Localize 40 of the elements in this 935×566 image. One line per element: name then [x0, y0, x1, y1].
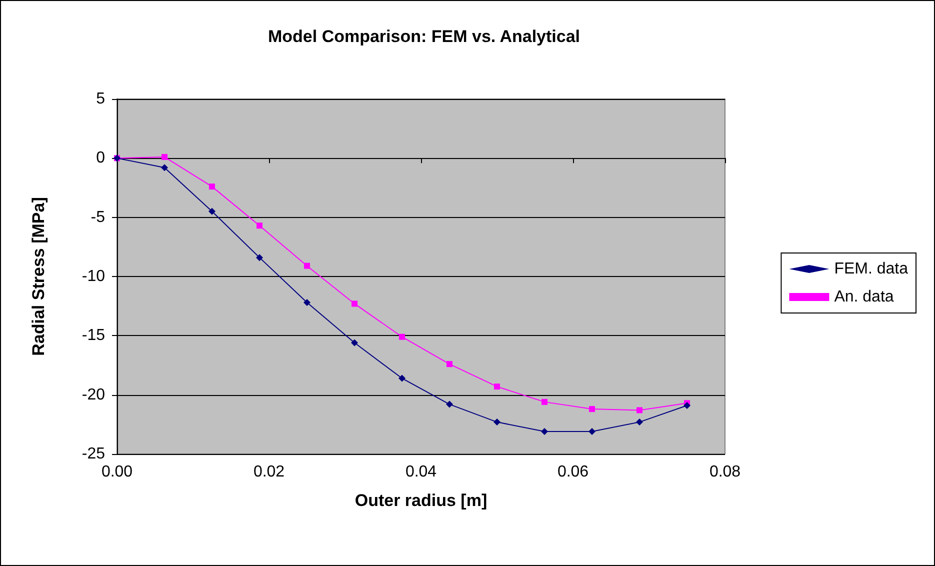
y-tick-label: 0	[96, 150, 106, 167]
legend-label: FEM. data	[834, 260, 908, 278]
x-tick-label: 0.08	[709, 464, 741, 480]
x-tick-label: 0.00	[101, 464, 133, 480]
y-tick-label: 5	[96, 90, 106, 108]
y-axis-title: Radial Stress [MPa]	[29, 197, 48, 356]
point	[351, 339, 358, 346]
point	[304, 262, 310, 269]
point	[588, 428, 596, 436]
x-tick-label: 0.06	[557, 464, 589, 480]
legend-label: An. data	[834, 288, 894, 306]
point	[162, 154, 168, 160]
point	[684, 402, 690, 409]
point	[636, 407, 642, 414]
x-axis-title: Outer radius [m]	[354, 491, 488, 510]
x-tick-label: 0.04	[405, 464, 437, 480]
y-tick-label: -20	[82, 386, 106, 404]
point	[589, 406, 595, 412]
y-tick-label: -10	[82, 268, 106, 285]
point	[256, 222, 262, 229]
point	[352, 300, 358, 307]
y-tick-label: -25	[82, 446, 106, 462]
point	[494, 418, 500, 426]
point	[399, 334, 405, 340]
point	[542, 398, 548, 405]
point	[398, 374, 406, 382]
point	[494, 384, 500, 390]
point	[636, 418, 643, 426]
point	[256, 254, 263, 262]
chart-title: Model Comparison: FEM vs. Analytical	[268, 27, 580, 46]
point	[161, 164, 168, 172]
point	[209, 184, 215, 190]
x-tick-label: 0.02	[253, 464, 285, 480]
y-tick-label: -15	[82, 327, 106, 344]
point	[446, 361, 452, 368]
point	[304, 299, 310, 306]
point	[446, 400, 453, 408]
y-tick-label: -5	[90, 208, 106, 226]
point	[208, 208, 216, 215]
point	[541, 428, 548, 436]
